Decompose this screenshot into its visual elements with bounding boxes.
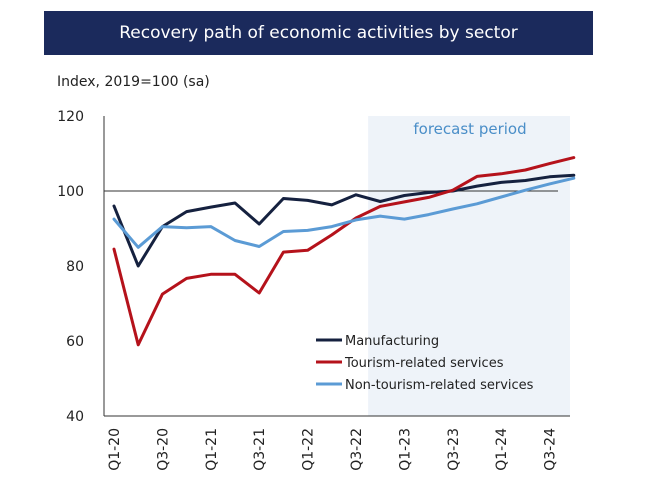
x-tick-label: Q1-21 bbox=[204, 428, 220, 471]
series-line-manufacturing bbox=[112, 173, 576, 268]
x-tick-label: Q1-22 bbox=[301, 428, 317, 471]
y-tick-label: 100 bbox=[57, 184, 84, 200]
x-tick-label: Q1-23 bbox=[397, 428, 413, 471]
forecast-period-shading bbox=[368, 116, 570, 416]
y-tick-label: 120 bbox=[57, 109, 84, 125]
y-tick-label: 80 bbox=[66, 259, 84, 275]
y-tick-label: 60 bbox=[66, 334, 84, 350]
x-tick-label: Q3-23 bbox=[446, 428, 462, 471]
x-tick-label: Q1-24 bbox=[494, 428, 510, 471]
legend-label: Manufacturing bbox=[345, 334, 439, 349]
series-line-tourism-related-services bbox=[112, 156, 576, 347]
legend-label: Tourism-related services bbox=[344, 356, 504, 371]
legend-label: Non-tourism-related services bbox=[345, 378, 534, 393]
forecast-period-label: forecast period bbox=[413, 120, 526, 138]
x-tick-label: Q3-24 bbox=[543, 428, 559, 471]
chart-title: Recovery path of economic activities by … bbox=[44, 11, 593, 55]
legend: Manufacturing Tourism-related services Non… bbox=[316, 334, 534, 393]
y-axis-label: Index, 2019=100 (sa) bbox=[57, 74, 210, 90]
x-tick-label: Q1-20 bbox=[107, 428, 123, 471]
x-tick-label: Q3-20 bbox=[155, 428, 171, 471]
x-tick-label: Q3-22 bbox=[349, 428, 365, 471]
x-tick-label: Q3-21 bbox=[252, 428, 268, 471]
y-tick-label: 40 bbox=[66, 409, 84, 425]
series-line-non-tourism-related-services bbox=[112, 176, 576, 249]
